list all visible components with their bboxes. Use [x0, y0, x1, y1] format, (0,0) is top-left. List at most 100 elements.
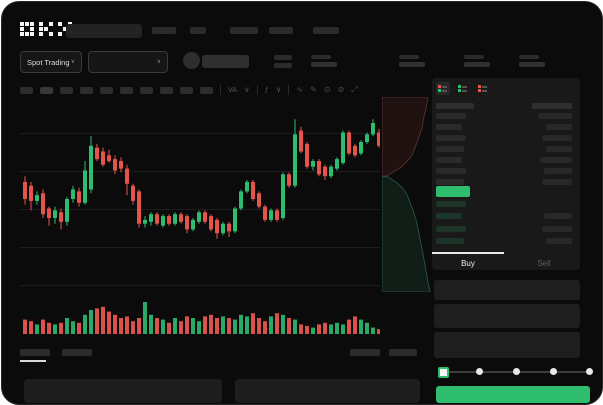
gridline — [20, 285, 380, 286]
order-total-field[interactable] — [434, 332, 580, 358]
buy-submit-button[interactable] — [436, 386, 590, 403]
ask-amount-placeholder — [538, 113, 572, 119]
ask-price-placeholder[interactable] — [436, 135, 466, 141]
chevron-down-icon: ∨ — [156, 59, 161, 65]
last-price-highlight[interactable] — [436, 186, 470, 197]
candlestick-chart[interactable] — [20, 102, 380, 294]
stat-value-placeholder — [399, 62, 425, 67]
market-selector-dropdown[interactable]: Spot Trading ∨ — [20, 51, 82, 73]
candle-type-selector[interactable]: VA — [228, 86, 237, 94]
chart-tab[interactable] — [62, 349, 92, 356]
buy-tab-indicator — [432, 252, 504, 254]
bid-amount-placeholder — [542, 226, 572, 232]
stat-value-placeholder — [519, 62, 545, 67]
nav-item[interactable] — [152, 27, 176, 34]
depth-chart[interactable] — [382, 97, 432, 292]
indicator-selector[interactable]: ƒ — [264, 86, 269, 94]
ask-amount-placeholder — [546, 146, 572, 152]
orderbook-header-price — [436, 103, 474, 109]
stat-label-placeholder — [311, 55, 331, 59]
timeframe-button[interactable] — [80, 86, 93, 94]
divider — [288, 85, 290, 95]
timeframe-button[interactable] — [60, 86, 73, 94]
screenshot-icon[interactable]: ⊙ — [323, 85, 331, 94]
gridline — [20, 247, 380, 248]
ask-price-placeholder[interactable] — [436, 157, 462, 163]
timeframe-button[interactable] — [180, 86, 193, 94]
orderbook-header-amount — [532, 103, 572, 109]
ask-price-placeholder[interactable] — [436, 113, 466, 119]
chart-option[interactable] — [389, 349, 417, 356]
chevron-down-icon[interactable]: ∨ — [243, 85, 250, 94]
slider-stop[interactable] — [550, 368, 557, 375]
nav-item[interactable] — [313, 27, 339, 34]
chevron-down-icon[interactable]: ∨ — [275, 85, 282, 94]
slider-stop[interactable] — [586, 368, 593, 375]
gridline — [20, 209, 380, 210]
order-price-field[interactable] — [434, 280, 580, 300]
chevron-down-icon: ∨ — [70, 59, 75, 65]
ask-amount-placeholder — [544, 168, 572, 174]
ask-amount-placeholder — [546, 124, 572, 130]
ask-amount-placeholder — [540, 157, 572, 163]
ask-price-placeholder[interactable] — [436, 146, 464, 152]
bid-price-placeholder[interactable] — [436, 238, 464, 244]
bid-amount-placeholder — [546, 238, 572, 244]
chart-tab-active[interactable] — [20, 349, 50, 356]
change-value-placeholder — [274, 63, 292, 68]
bid-price-placeholder[interactable] — [436, 201, 466, 207]
tab-buy[interactable]: Buy — [461, 259, 475, 268]
draw-tool-icon[interactable]: ✎ — [310, 85, 317, 94]
history-panel-placeholder — [235, 379, 420, 403]
order-amount-field[interactable] — [434, 304, 580, 328]
volume-chart — [23, 302, 380, 334]
ask-price-placeholder[interactable] — [436, 124, 462, 130]
fullscreen-icon[interactable]: ⤢ — [351, 85, 358, 94]
stat-label-placeholder — [519, 55, 539, 59]
timeframe-button[interactable] — [160, 86, 173, 94]
timeframe-button[interactable] — [100, 86, 113, 94]
ask-price-placeholder[interactable] — [436, 168, 466, 174]
orderbook-view-switch — [436, 82, 490, 95]
timeframe-button[interactable] — [20, 86, 33, 94]
bid-amount-placeholder — [544, 213, 572, 219]
slider-stop[interactable] — [513, 368, 520, 375]
search-input[interactable] — [66, 24, 142, 38]
timeframe-button[interactable] — [120, 86, 133, 94]
amount-slider[interactable] — [438, 367, 593, 378]
nav-item[interactable] — [269, 27, 293, 34]
ask-price-placeholder[interactable] — [436, 179, 464, 185]
tab-sell[interactable]: Sell — [537, 259, 551, 268]
pair-selector-dropdown[interactable]: ∨ — [88, 51, 168, 73]
nav-item[interactable] — [190, 27, 206, 34]
slider-stop[interactable] — [476, 368, 483, 375]
bid-price-placeholder[interactable] — [436, 213, 462, 219]
book-asks-icon[interactable] — [476, 82, 490, 95]
settings-icon[interactable]: ⊘ — [337, 85, 345, 94]
chart-toolbar: VA ∨ ƒ ∨ ∿ ✎ ⊙ ⊘ ⤢ — [20, 82, 358, 98]
okx-logo — [20, 22, 72, 36]
orders-panel-placeholder — [24, 379, 222, 403]
book-combined-icon[interactable] — [436, 82, 450, 95]
book-bids-icon[interactable] — [456, 82, 470, 95]
chart-tab-underline — [20, 360, 46, 362]
timeframe-button[interactable] — [40, 86, 53, 94]
bid-price-placeholder[interactable] — [436, 226, 466, 232]
price-display-placeholder — [202, 55, 249, 68]
nav-item[interactable] — [230, 27, 258, 34]
divider — [256, 85, 258, 95]
timeframe-button[interactable] — [200, 86, 213, 94]
change-label-placeholder — [274, 55, 292, 60]
token-avatar — [183, 52, 200, 69]
line-tool-icon[interactable]: ∿ — [296, 85, 304, 94]
gridline — [20, 133, 380, 134]
chart-option[interactable] — [350, 349, 380, 356]
stat-label-placeholder — [399, 55, 419, 59]
slider-handle[interactable] — [438, 367, 449, 378]
ask-amount-placeholder — [542, 135, 572, 141]
gridline — [20, 171, 380, 172]
stat-value-placeholder — [311, 62, 337, 67]
timeframe-button[interactable] — [140, 86, 153, 94]
stat-value-placeholder — [464, 62, 490, 67]
